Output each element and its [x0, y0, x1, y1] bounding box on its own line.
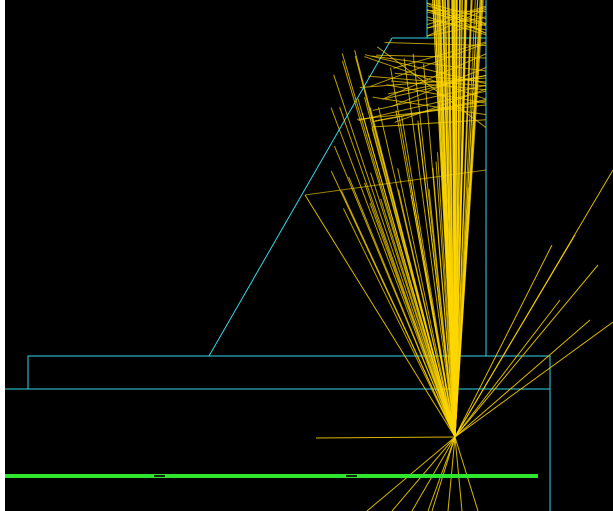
photon-track — [426, 9, 487, 25]
photon-track — [376, 54, 487, 59]
photon-track — [397, 168, 456, 438]
photon-track — [454, 264, 599, 438]
photon-track — [426, 11, 487, 27]
photon-track — [437, 152, 456, 438]
photon-track — [454, 244, 553, 438]
photon-track — [448, 71, 456, 438]
photon-track — [358, 90, 487, 121]
photon-track — [376, 46, 487, 128]
photon-track — [330, 107, 456, 438]
photon-track — [388, 75, 487, 95]
photon-track — [423, 63, 456, 438]
photon-track — [410, 194, 456, 438]
photon-track — [390, 80, 487, 91]
photon-track — [342, 208, 456, 438]
photon-track — [397, 189, 456, 438]
photon-track — [426, 16, 487, 29]
photon-track — [426, 5, 487, 26]
photon-track — [426, 9, 487, 34]
photon-track — [441, 152, 456, 438]
photon-track — [426, 16, 487, 36]
photon-track — [454, 92, 465, 438]
photon-track — [403, 58, 456, 438]
photon-track — [369, 107, 456, 438]
photon-track — [426, 6, 487, 29]
lower-volume-outline — [5, 388, 551, 511]
photon-track — [384, 41, 487, 46]
photon-track — [454, 234, 576, 438]
photon-track — [368, 75, 487, 87]
photon-track — [333, 145, 456, 438]
photon-track — [454, 299, 561, 438]
photon-track — [315, 436, 456, 439]
detector-bar-marker-right — [346, 475, 357, 477]
photon-track — [454, 187, 470, 438]
geometry-outlines — [5, 0, 551, 511]
photon-track — [391, 67, 487, 108]
photon-track — [364, 54, 487, 85]
detector-bar-marker-left — [154, 475, 165, 477]
photon-track — [417, 124, 456, 438]
photon-tracks — [304, 0, 613, 511]
photon-track — [364, 56, 487, 100]
photon-track — [341, 60, 456, 438]
green-detector-bar — [5, 474, 538, 478]
photon-track — [453, 0, 456, 438]
photon-track — [304, 169, 487, 196]
photon-track — [454, 73, 457, 438]
photon-track — [426, 9, 487, 13]
photon-track — [454, 321, 613, 438]
detector-bar — [5, 474, 538, 478]
photon-track — [357, 98, 456, 438]
photon-track — [440, 71, 456, 438]
photon-track — [442, 0, 456, 438]
photon-track — [339, 106, 456, 438]
photon-track — [341, 190, 456, 438]
photon-track — [393, 41, 487, 69]
photon-track — [372, 96, 487, 116]
photon-track — [370, 42, 487, 87]
photon-track — [304, 194, 456, 438]
photon-track — [374, 99, 487, 122]
photon-track — [428, 189, 456, 438]
photon-track — [386, 84, 487, 104]
photon-track — [371, 55, 487, 72]
crystal-slanted-edge — [208, 37, 393, 357]
photon-track — [371, 119, 487, 128]
photon-track — [333, 74, 456, 438]
photon-track — [454, 319, 591, 438]
photon-track — [357, 104, 487, 120]
photon-track — [454, 0, 472, 438]
photon-track — [401, 116, 456, 438]
photon-track — [394, 72, 487, 83]
photon-track — [426, 23, 487, 37]
scene-background — [5, 0, 613, 511]
